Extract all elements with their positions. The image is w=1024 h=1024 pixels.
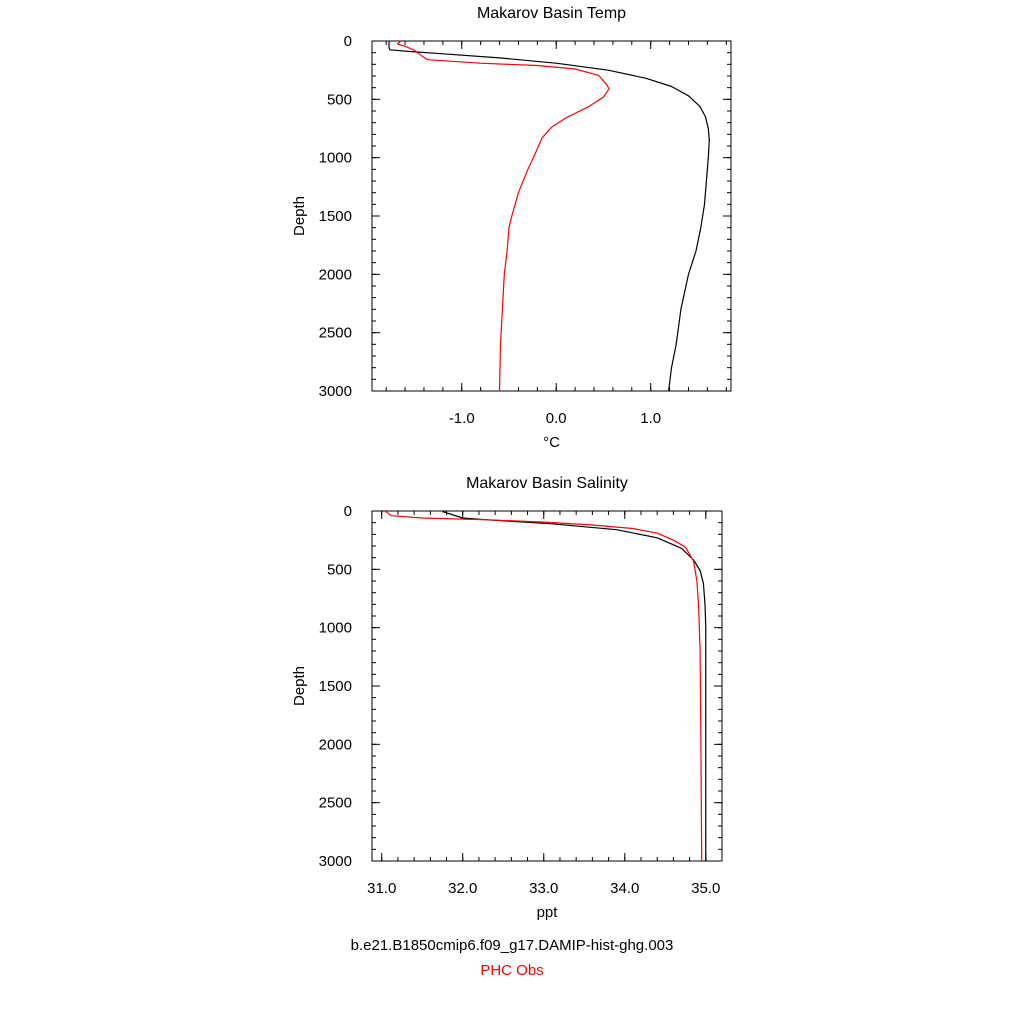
y-tick-label: 0 <box>344 503 352 520</box>
x-tick-label: 0.0 <box>546 410 567 427</box>
x-tick-label: 33.0 <box>529 880 558 897</box>
plot-frame <box>371 510 723 862</box>
chart-temp: Makarov Basin Temp 0 500 1000 1500 2000 2500 30… <box>291 5 732 451</box>
y-tick-label: 1500 <box>319 208 352 225</box>
y-tick-label: 500 <box>327 561 352 578</box>
chart-title: Makarov Basin Temp <box>477 5 626 22</box>
x-tick-label: -1.0 <box>449 410 475 427</box>
x-tick-label: 31.0 <box>367 880 396 897</box>
obs-series-line <box>396 41 610 392</box>
y-tick-label: 2000 <box>319 266 352 283</box>
legend-obs-label: PHC Obs <box>480 962 544 979</box>
obs-series-line <box>385 511 703 862</box>
y-tick-label: 3000 <box>319 383 352 400</box>
y-tick-label: 1500 <box>319 678 352 695</box>
y-axis-label: Depth <box>291 666 308 706</box>
y-tick-label: 1000 <box>319 150 352 167</box>
x-tick-label: 32.0 <box>448 880 477 897</box>
y-tick-label: 0 <box>344 33 352 50</box>
chart-salinity: Makarov Basin Salinity 0 500 1000 1500 2000 25… <box>291 475 723 921</box>
y-axis-label: Depth <box>291 196 308 236</box>
legend-model-label: b.e21.B1850cmip6.f09_g17.DAMIP-hist-ghg.… <box>350 937 674 954</box>
model-series-line <box>442 511 707 861</box>
y-tick-label: 2000 <box>319 736 352 753</box>
x-tick-label: 35.0 <box>691 880 720 897</box>
x-tick-label: 34.0 <box>610 880 639 897</box>
y-tick-label: 3000 <box>319 853 352 870</box>
x-axis-label: ppt <box>537 904 559 921</box>
x-axis-label: °C <box>543 434 560 451</box>
y-tick-label: 1000 <box>319 620 352 637</box>
y-tick-label: 2500 <box>319 325 352 342</box>
model-series-line <box>388 41 710 392</box>
y-tick-label: 2500 <box>319 795 352 812</box>
x-tick-label: 1.0 <box>640 410 661 427</box>
chart-title: Makarov Basin Salinity <box>466 475 628 492</box>
y-tick-label: 500 <box>327 91 352 108</box>
